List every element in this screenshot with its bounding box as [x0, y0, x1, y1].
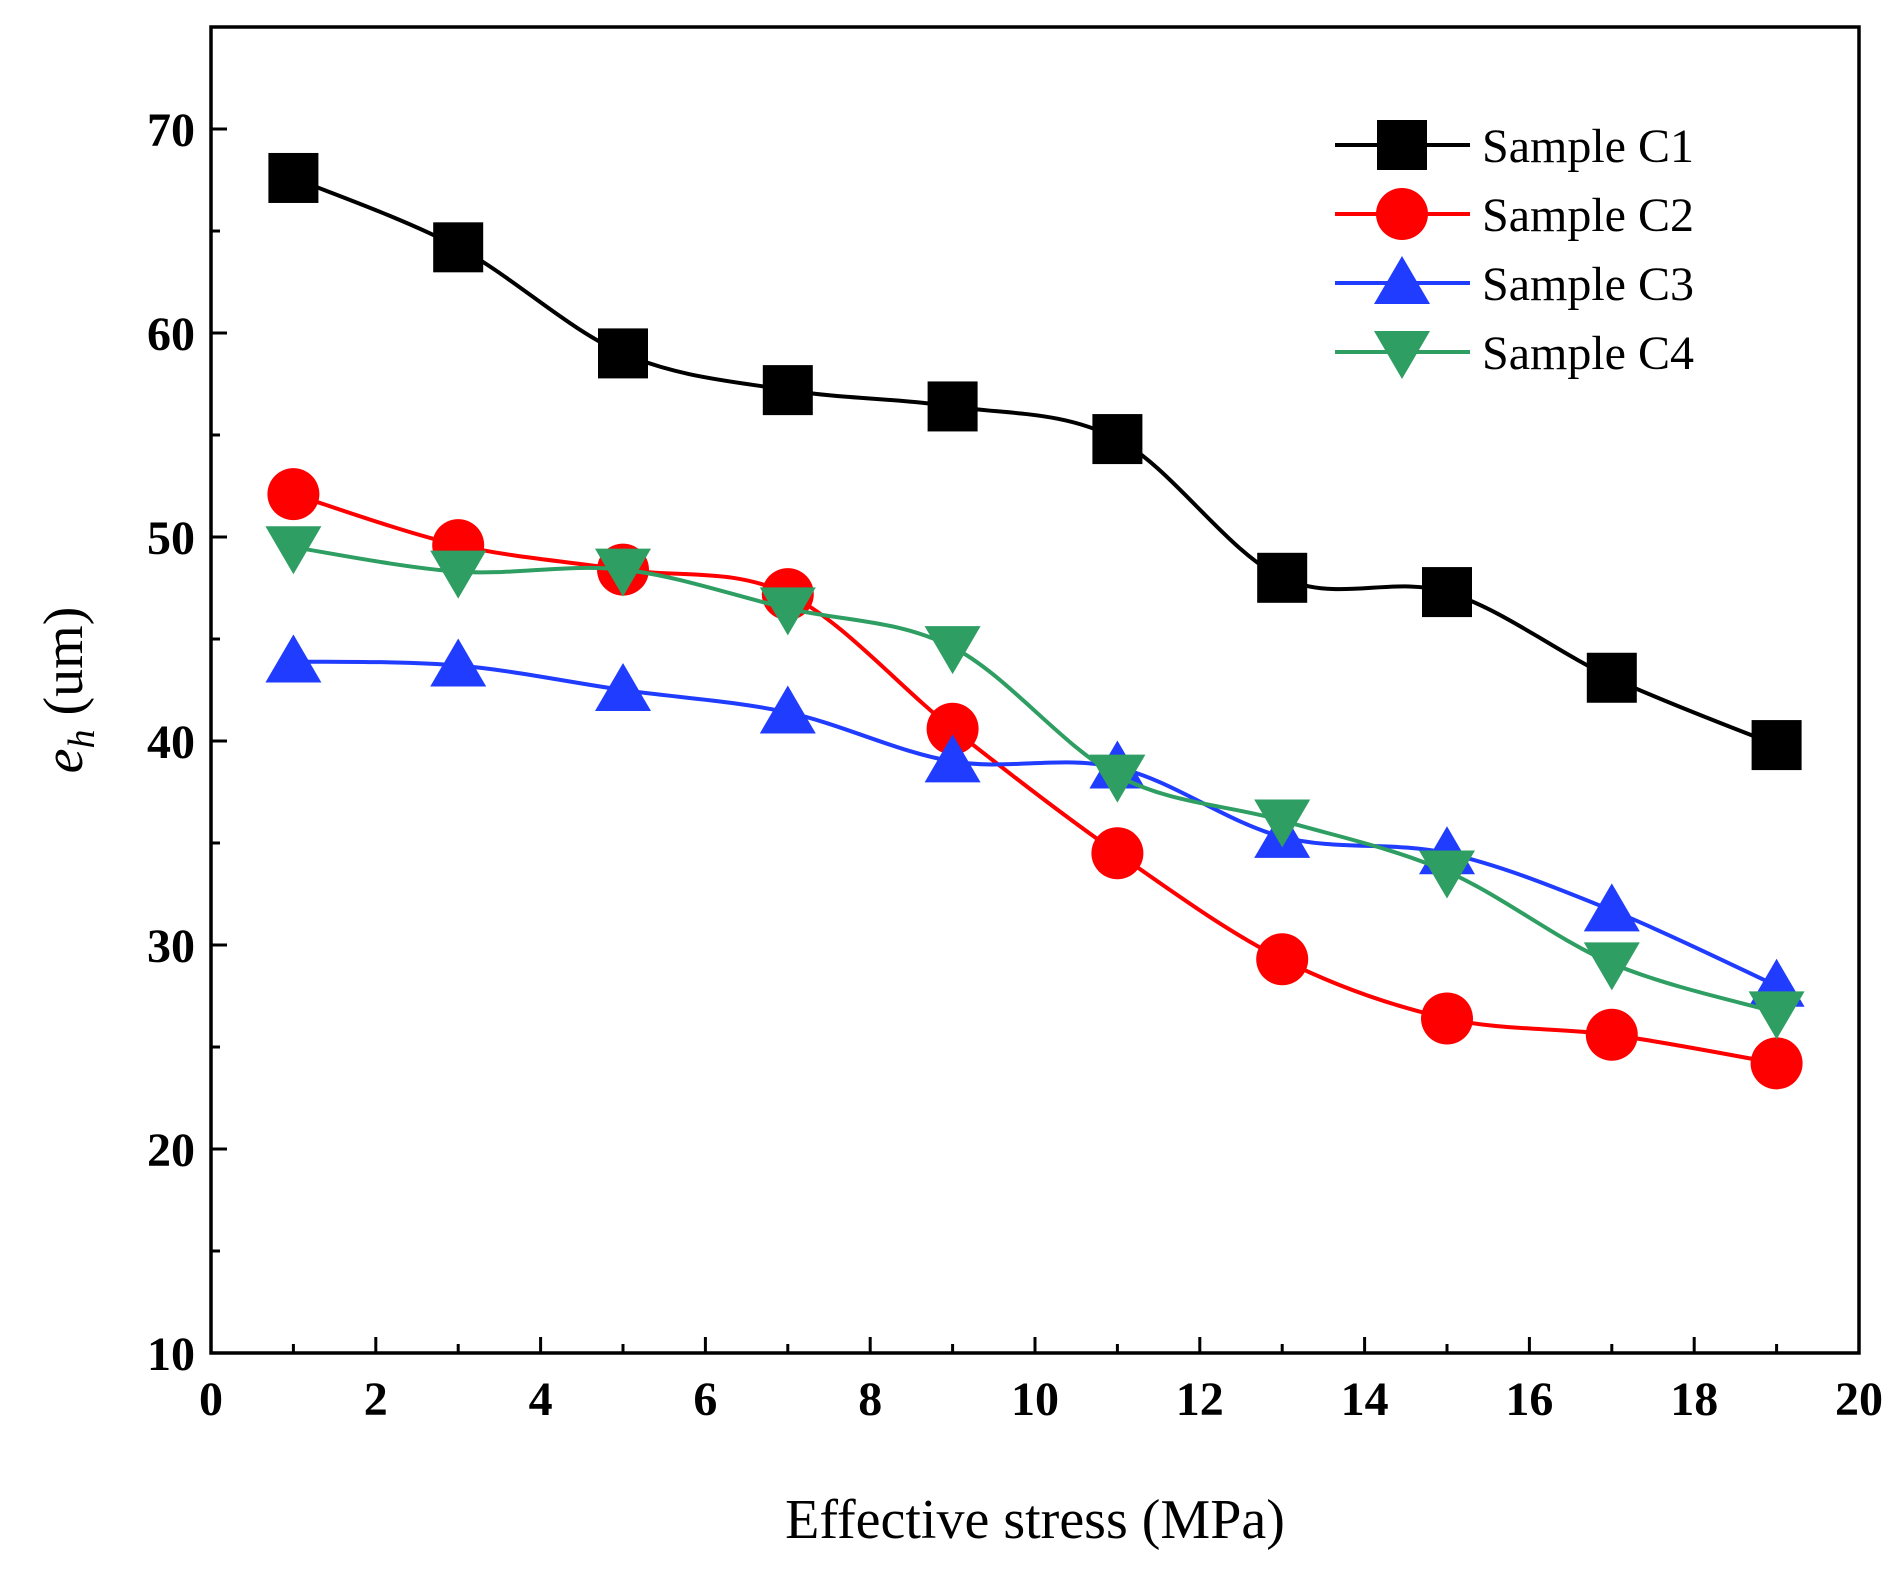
- legend: Sample C1 Sample C2 Sample C3 Sample C4: [1335, 120, 1694, 380]
- x-tick-label: 20: [1835, 1373, 1883, 1426]
- data-point: [759, 587, 816, 636]
- data-point: [1091, 827, 1144, 880]
- x-tick-label: 6: [693, 1373, 717, 1426]
- legend-marker: [1376, 188, 1428, 240]
- x-tick-label: 8: [858, 1373, 882, 1426]
- x-tick-label: 2: [364, 1373, 388, 1426]
- y-tick-label: 60: [147, 308, 195, 361]
- x-axis-title: Effective stress (MPa): [785, 1489, 1285, 1551]
- legend-marker: [1374, 256, 1430, 304]
- data-point: [762, 365, 813, 416]
- y-axis-title: eh (um): [33, 607, 103, 774]
- x-tick-label: 4: [529, 1373, 553, 1426]
- series-line: [293, 659, 1778, 988]
- data-point: [1419, 850, 1475, 899]
- x-tick-label: 10: [1011, 1373, 1059, 1426]
- data-point: [1422, 567, 1472, 618]
- x-tick-label: 18: [1670, 1373, 1718, 1426]
- legend-marker: [1377, 120, 1427, 170]
- data-point: [595, 663, 651, 711]
- data-point: [265, 634, 322, 683]
- data-point: [1583, 942, 1640, 991]
- data-point: [1257, 552, 1308, 603]
- data-point: [1583, 883, 1640, 932]
- legend-label: Sample C4: [1482, 327, 1694, 380]
- data-point: [1256, 933, 1309, 986]
- y-axis-title-sub: h: [61, 730, 103, 749]
- data-point: [265, 526, 322, 575]
- data-point: [926, 702, 979, 755]
- series-line: [292, 492, 1777, 1066]
- y-tick-label: 70: [147, 104, 195, 157]
- legend-label: Sample C3: [1482, 258, 1694, 311]
- x-tick-label: 16: [1505, 1373, 1553, 1426]
- data-point: [1748, 991, 1805, 1040]
- y-tick-label: 40: [147, 716, 195, 769]
- data-point: [430, 550, 487, 599]
- data-point: [1750, 1037, 1803, 1090]
- x-tick-label: 0: [199, 1373, 223, 1426]
- data-point: [1089, 754, 1146, 803]
- data-point: [598, 328, 648, 379]
- legend-marker: [1374, 331, 1430, 379]
- data-point: [267, 468, 320, 521]
- data-point: [430, 638, 487, 687]
- data-point: [924, 626, 981, 675]
- data-point: [759, 685, 816, 734]
- data-point: [927, 381, 978, 432]
- y-axis-title-unit: (um): [33, 607, 95, 730]
- series-4: [265, 526, 1805, 1040]
- legend-label: Sample C1: [1482, 120, 1694, 173]
- y-tick-label: 20: [147, 1124, 195, 1177]
- data-point: [1092, 414, 1143, 465]
- x-tick-label: 12: [1176, 1373, 1224, 1426]
- x-tick-label: 14: [1341, 1373, 1389, 1426]
- data-point: [1254, 799, 1311, 848]
- y-tick-label: 50: [147, 512, 195, 565]
- data-point: [1585, 1008, 1638, 1061]
- y-axis-title-base: e: [33, 749, 95, 774]
- plot-frame: [209, 25, 1861, 1355]
- data-point: [924, 734, 981, 783]
- y-tick-label: 10: [147, 1328, 195, 1381]
- data-point: [1751, 720, 1802, 771]
- data-point: [268, 152, 319, 203]
- series-line: [292, 176, 1778, 747]
- legend-label: Sample C2: [1482, 189, 1694, 242]
- data-point: [595, 548, 651, 597]
- data-point: [433, 222, 484, 273]
- series-1: [268, 152, 1802, 771]
- data-point: [1421, 992, 1473, 1045]
- data-point: [1586, 652, 1637, 703]
- series-line: [293, 545, 1778, 1015]
- y-tick-label: 30: [147, 920, 195, 973]
